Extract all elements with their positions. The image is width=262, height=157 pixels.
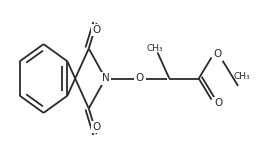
Text: CH₃: CH₃ (146, 44, 163, 53)
Text: O: O (214, 97, 222, 108)
Text: O: O (92, 25, 101, 35)
Text: O: O (213, 49, 222, 60)
Text: N: N (102, 73, 109, 84)
Text: CH₃: CH₃ (234, 72, 250, 81)
Text: O: O (136, 73, 144, 84)
Text: O: O (92, 122, 101, 132)
